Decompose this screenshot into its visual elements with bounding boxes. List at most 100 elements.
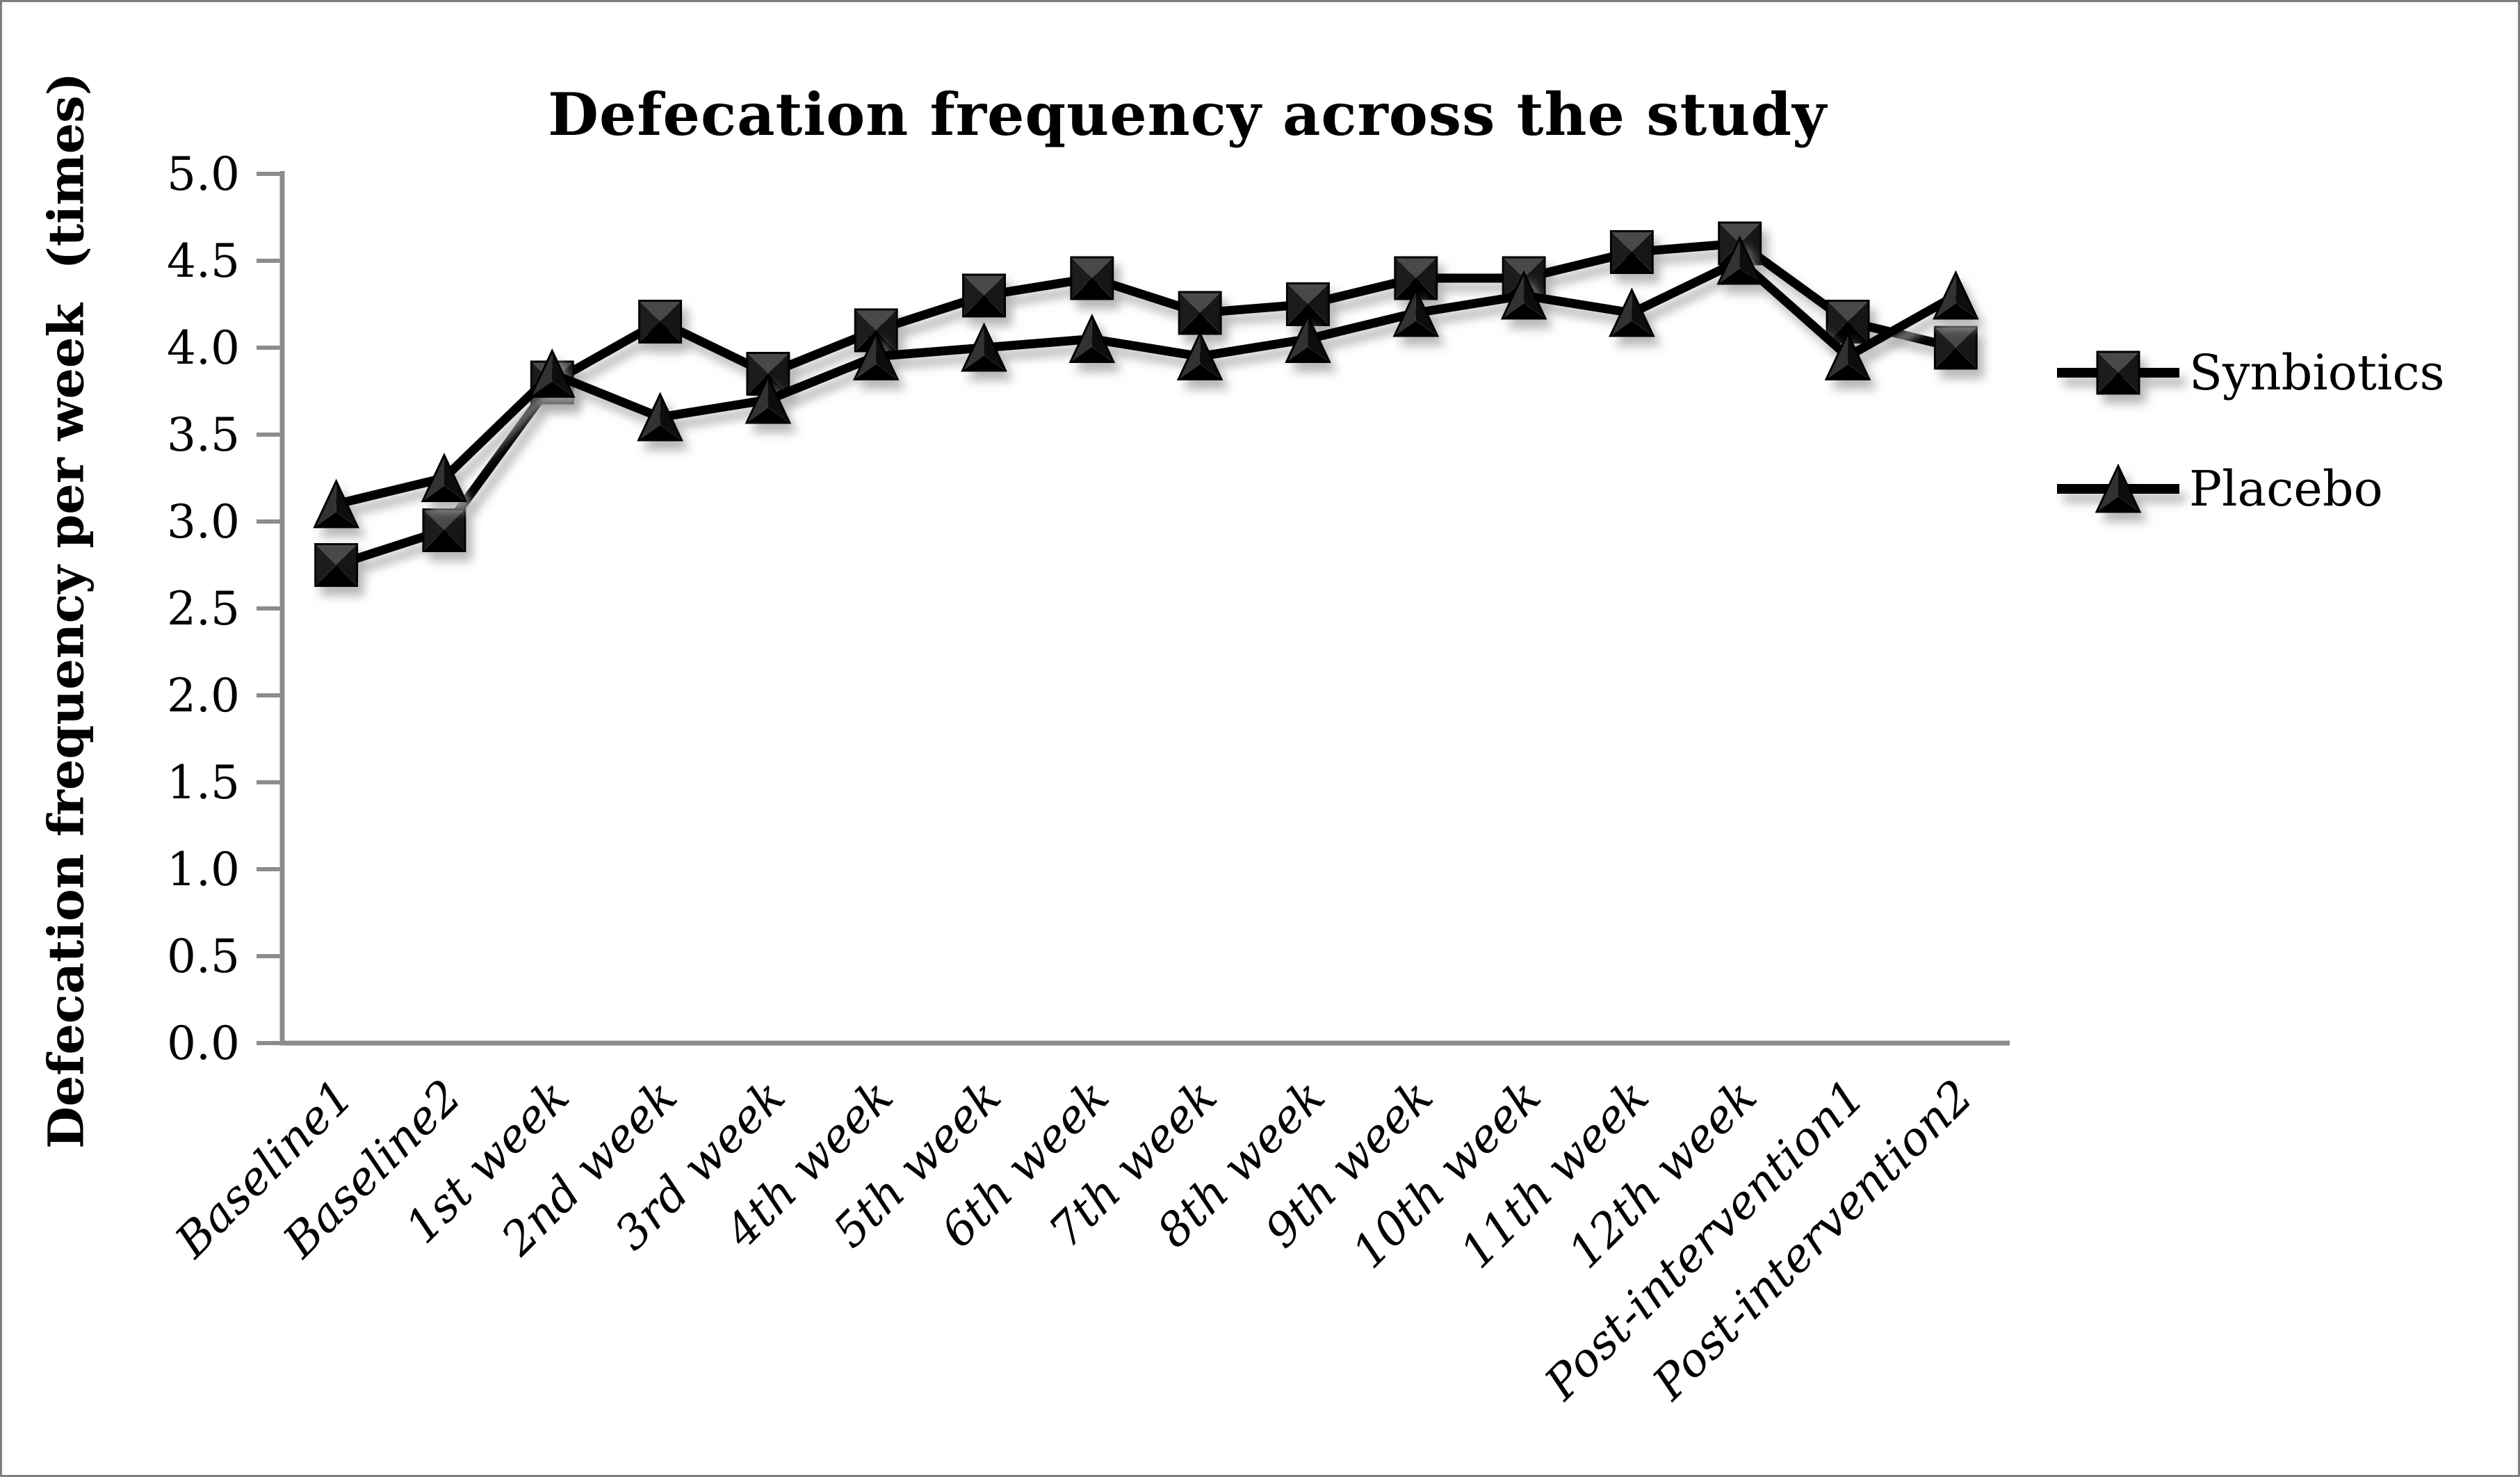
marker-face [2097,352,2118,394]
legend: Synbiotics Placebo [2053,341,2445,521]
marker-face [639,321,681,343]
marker-face [1179,292,1221,313]
data-point-marker [313,478,360,528]
marker-face [1611,231,1632,273]
marker-face [1718,223,1740,264]
data-point-marker [961,322,1007,372]
triangle-marker-icon [2057,463,2179,513]
marker-outline [1176,330,1224,380]
y-tick-label: 4.5 [167,234,240,288]
marker-outline [313,478,360,528]
marker-face [1503,257,1545,278]
marker-face [1308,283,1329,325]
marker-face [1739,223,1761,264]
marker-face [1070,346,1114,362]
marker-outline [528,348,576,398]
marker-face [1287,283,1308,325]
marker-face [1179,292,1201,334]
marker-face [1956,327,1977,369]
chart-title: Defecation frequency across the study [548,80,1827,149]
marker-face [444,509,465,551]
y-tick-label: 2.0 [167,669,240,723]
marker-face [423,530,465,551]
square-marker-icon [2057,350,2179,395]
marker-face [315,565,357,586]
marker-outline [637,392,683,442]
marker-face [1091,257,1113,299]
series-placebo [313,235,1979,528]
marker-face [530,381,574,397]
data-point-marker [2096,350,2140,395]
data-point-marker [2095,463,2142,513]
marker-outline [1285,313,1331,363]
data-point-marker [314,543,359,587]
data-point-marker [1392,287,1440,337]
marker-face [1071,278,1113,299]
marker-face [963,296,1005,316]
marker-face [962,355,1006,371]
marker-outline [1932,270,1979,320]
marker-face [639,300,660,343]
marker-face [2118,352,2139,394]
marker-outline [1068,313,1116,363]
y-tick-label: 3.0 [167,495,240,549]
marker-face [422,485,466,501]
marker-face [1935,327,1956,369]
data-point-marker [421,452,468,502]
marker-outline [962,273,1007,318]
marker-face [1610,321,1654,336]
legend-item-placebo: Placebo [2053,457,2445,521]
marker-outline [852,330,900,380]
marker-face [660,300,681,343]
marker-outline [2095,463,2142,513]
data-point-marker [745,374,792,424]
marker-face [984,275,1005,316]
marker-outline [961,322,1007,372]
marker-face [1071,257,1092,299]
marker-face [1395,257,1416,299]
y-tick-label: 0.5 [167,930,240,983]
legend-item-synbiotics: Synbiotics [2053,341,2445,405]
marker-face [1934,303,1978,318]
marker-face [2097,352,2139,373]
y-tick-label: 1.0 [167,843,240,896]
marker-outline [1070,256,1114,300]
data-point-marker [528,348,576,398]
data-point-marker [1285,313,1331,363]
marker-face [1071,257,1113,278]
marker-outline [1609,287,1655,337]
marker-face [1287,283,1329,305]
data-point-marker [1500,270,1547,320]
marker-face [1178,364,1222,380]
marker-face [1394,321,1438,336]
data-point-marker [1932,270,1979,320]
marker-outline [421,452,468,502]
y-tick-label: 4.0 [167,321,240,375]
data-point-marker [1176,330,1224,380]
marker-outline [422,508,466,552]
marker-face [876,309,897,351]
marker-face [423,509,444,551]
data-point-marker [1609,230,1654,274]
marker-outline [1392,287,1440,337]
legend-marker-glyph [2057,350,2179,395]
marker-face [638,425,682,440]
marker-face [2097,373,2139,394]
marker-face [314,512,358,527]
marker-face [747,353,789,374]
data-point-marker [1609,287,1655,337]
marker-face [963,275,1005,296]
marker-face [336,544,357,586]
series-line [335,256,1958,509]
marker-outline [1824,330,1871,380]
y-tick-label: 3.5 [167,408,240,462]
marker-face [1503,257,1525,299]
marker-outline [314,543,359,587]
marker-face [855,309,877,351]
series-line [334,239,1957,570]
marker-face [1935,348,1977,369]
marker-outline [1716,235,1764,285]
data-point-marker [962,273,1007,318]
